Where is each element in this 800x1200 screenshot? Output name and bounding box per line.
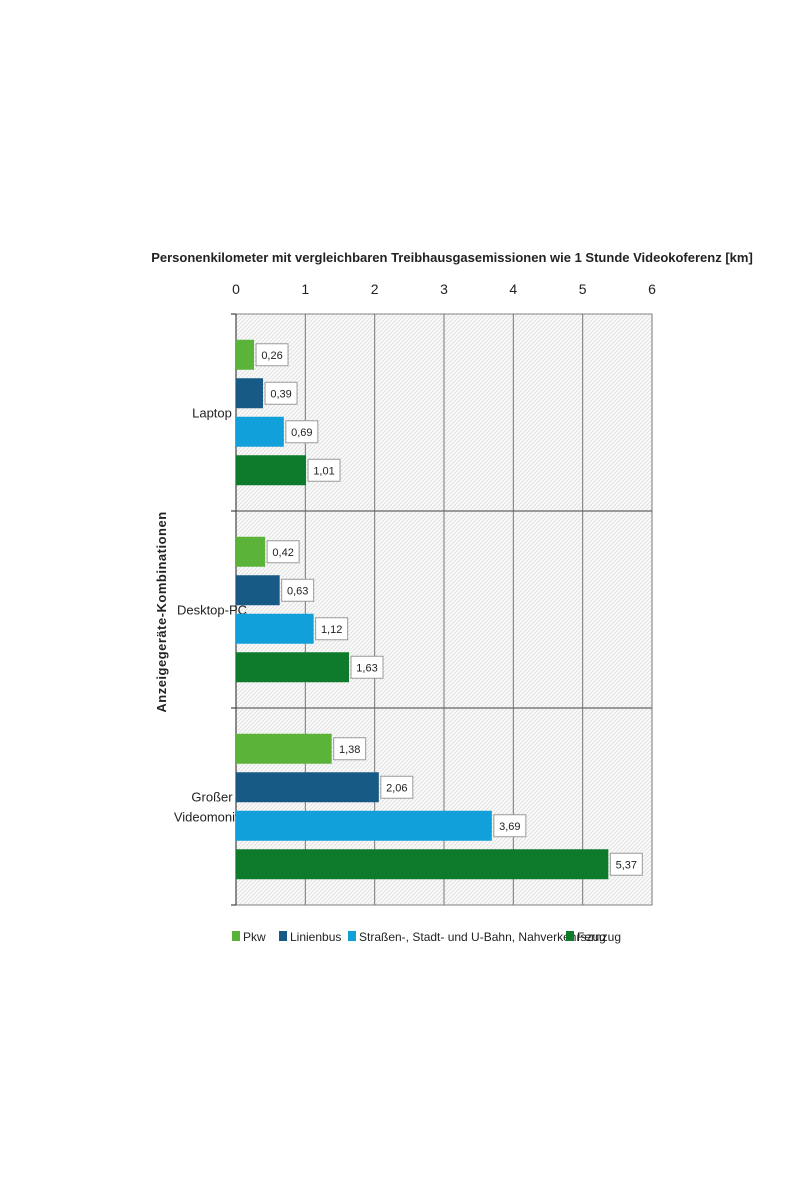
- legend-label: Straßen-, Stadt- und U-Bahn, Nahverkehrs…: [359, 930, 606, 944]
- data-label: 1,63: [356, 662, 377, 674]
- legend-label: Fernzug: [577, 930, 621, 944]
- x-tick-label: 1: [301, 281, 309, 297]
- bar: [236, 575, 280, 606]
- bar: [236, 849, 609, 880]
- category-label: Desktop-PC: [177, 603, 247, 618]
- x-tick-label: 6: [648, 281, 656, 297]
- data-label-box: [350, 655, 384, 679]
- y-axis-title: Anzeigegeräte-Kombinationen: [154, 511, 169, 712]
- data-label-box: [285, 420, 319, 444]
- bar: [236, 416, 284, 447]
- data-label-box: [255, 343, 289, 367]
- bar: [236, 733, 332, 764]
- data-label: 0,63: [287, 585, 308, 597]
- data-label: 1,01: [313, 465, 334, 477]
- data-label: 3,69: [499, 821, 520, 833]
- bar: [236, 772, 379, 803]
- legend-label: Pkw: [243, 930, 266, 944]
- data-label-box: [315, 617, 349, 641]
- x-tick-label: 2: [371, 281, 379, 297]
- category-label: Großer: [191, 790, 233, 805]
- x-tick-label: 5: [579, 281, 587, 297]
- bar: [236, 455, 307, 486]
- data-label: 0,39: [270, 388, 291, 400]
- bar: [236, 339, 255, 370]
- legend-swatch: [232, 931, 240, 941]
- legend-swatch: [348, 931, 356, 941]
- category-label: Laptop: [192, 406, 232, 421]
- data-label-box: [264, 381, 298, 405]
- data-label: 1,38: [339, 744, 360, 756]
- bar: [236, 810, 492, 841]
- x-tick-label: 0: [232, 281, 240, 297]
- bar: [236, 613, 314, 644]
- bar: [236, 536, 266, 567]
- data-label: 5,37: [616, 859, 637, 871]
- data-label-box: [281, 578, 315, 602]
- bar: [236, 652, 350, 683]
- x-tick-label: 3: [440, 281, 448, 297]
- x-axis-title: Personenkilometer mit vergleichbaren Tre…: [151, 250, 753, 265]
- data-label-box: [333, 737, 367, 761]
- data-label: 2,06: [386, 782, 407, 794]
- data-label: 0,69: [291, 427, 312, 439]
- data-label-box: [609, 852, 643, 876]
- legend-swatch: [279, 931, 287, 941]
- data-label-box: [493, 814, 527, 838]
- data-label-box: [380, 775, 414, 799]
- category-label: Videomonitor: [174, 810, 251, 825]
- x-tick-label: 4: [509, 281, 517, 297]
- bar: [236, 378, 264, 409]
- data-label-box: [266, 540, 300, 564]
- data-label: 0,26: [261, 350, 282, 362]
- data-label: 1,12: [321, 624, 342, 636]
- data-label-box: [307, 458, 341, 482]
- legend-swatch: [566, 931, 574, 941]
- data-label: 0,42: [272, 547, 293, 559]
- legend-label: Linienbus: [290, 930, 341, 944]
